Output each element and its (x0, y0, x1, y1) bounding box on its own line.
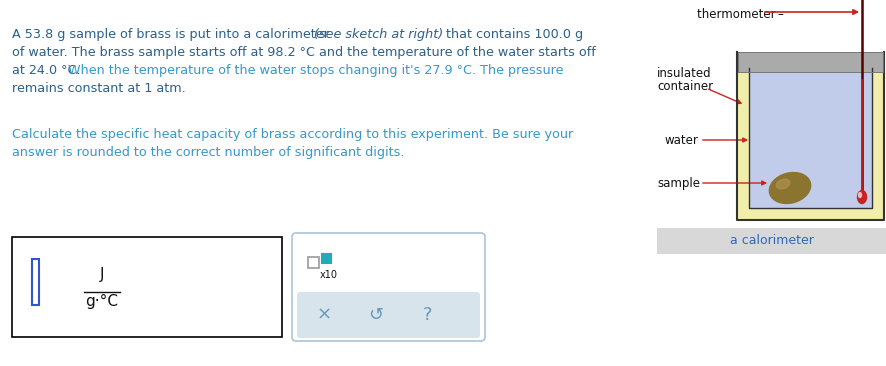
Bar (737, 52, 882, 72)
Bar (736, 208, 883, 220)
Text: ×: × (316, 306, 331, 324)
Text: (see sketch at right): (see sketch at right) (314, 28, 443, 41)
Bar (32, 259, 39, 305)
Bar (12, 237, 282, 337)
Bar (322, 254, 330, 263)
Text: Calculate the specific heat capacity of brass according to this experiment. Be s: Calculate the specific heat capacity of … (12, 128, 572, 141)
Text: container: container (657, 80, 712, 93)
Bar (307, 257, 319, 268)
Text: thermometer –: thermometer – (696, 8, 783, 21)
Text: x10: x10 (320, 270, 338, 280)
Bar (748, 68, 871, 208)
Ellipse shape (858, 193, 860, 198)
Text: that contains 100.0 g: that contains 100.0 g (441, 28, 582, 41)
Text: a calorimeter: a calorimeter (729, 235, 813, 247)
Bar (736, 52, 748, 220)
Ellipse shape (857, 190, 866, 203)
Bar (871, 52, 883, 220)
Text: insulated: insulated (657, 67, 711, 80)
FancyBboxPatch shape (297, 292, 479, 338)
Text: remains constant at 1 atm.: remains constant at 1 atm. (12, 82, 185, 95)
Text: water: water (664, 134, 698, 146)
Ellipse shape (775, 179, 789, 189)
Ellipse shape (768, 172, 810, 203)
Text: When the temperature of the water stops changing it's 27.9 °C. The pressure: When the temperature of the water stops … (68, 64, 563, 77)
Text: answer is rounded to the correct number of significant digits.: answer is rounded to the correct number … (12, 146, 404, 159)
Text: at 24.0 °C.: at 24.0 °C. (12, 64, 84, 77)
FancyBboxPatch shape (291, 233, 485, 341)
Bar (657, 228, 886, 254)
Bar (737, 52, 882, 72)
Text: J: J (99, 267, 105, 282)
Text: sample: sample (657, 176, 699, 190)
Text: ?: ? (423, 306, 432, 324)
Text: A 53.8 g sample of brass is put into a calorimeter: A 53.8 g sample of brass is put into a c… (12, 28, 332, 41)
Text: of water. The brass sample starts off at 98.2 °C and the temperature of the wate: of water. The brass sample starts off at… (12, 46, 595, 59)
Text: g·°C: g·°C (85, 294, 119, 309)
Text: ↺: ↺ (368, 306, 383, 324)
